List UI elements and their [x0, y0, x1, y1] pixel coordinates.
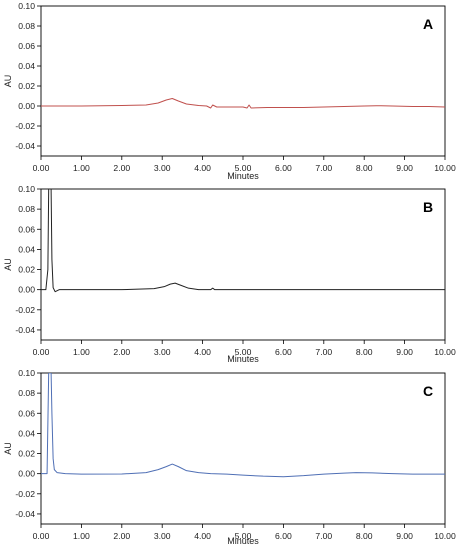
chart-panel-a: -0.04 -0.02 0.00 0.02 0.04 0.06 0.08 0.10 0.00 1…	[3, 1, 456, 181]
x-axis-title: Minutes	[227, 354, 259, 364]
x-tick-label: 3.00	[154, 347, 171, 357]
y-tick-label: 0.02	[18, 81, 35, 91]
y-tick-label: -0.02	[15, 121, 35, 131]
x-tick-label: 0.00	[33, 163, 50, 173]
y-axis: -0.04 -0.02 0.00 0.02 0.04 0.06 0.08 0.10	[15, 368, 41, 519]
y-tick-label: 0.06	[18, 408, 35, 418]
chart-panel-b: -0.04 -0.02 0.00 0.02 0.04 0.06 0.08 0.10 0.00 1…	[3, 184, 456, 364]
plot-frame	[40, 372, 446, 525]
chart-panel-c: -0.04 -0.02 0.00 0.02 0.04 0.06 0.08 0.10 0.00 1…	[3, 368, 456, 546]
x-tick-label: 6.00	[275, 531, 292, 541]
panel-label: C	[423, 383, 433, 399]
x-tick-label: 3.00	[154, 163, 171, 173]
x-tick-label: 10.00	[434, 531, 456, 541]
plot-frame	[40, 5, 446, 157]
y-axis: -0.04 -0.02 0.00 0.02 0.04 0.06 0.08 0.10	[15, 184, 41, 335]
x-tick-label: 1.00	[73, 163, 90, 173]
plot-frame	[40, 188, 446, 341]
x-tick-label: 1.00	[73, 347, 90, 357]
y-tick-label: 0.02	[18, 265, 35, 275]
y-tick-label: 0.06	[18, 224, 35, 234]
x-tick-label: 5.00	[235, 163, 252, 173]
y-axis: -0.04 -0.02 0.00 0.02 0.04 0.06 0.08 0.10	[15, 1, 41, 151]
x-tick-label: 9.00	[396, 531, 413, 541]
x-tick-label: 2.00	[113, 531, 130, 541]
y-tick-label: -0.04	[15, 325, 35, 335]
x-tick-label: 1.00	[73, 531, 90, 541]
x-axis: 0.00 1.00 2.00 3.00 4.00 5.00 6.00 7.00 8.00 9.00…	[33, 156, 456, 173]
x-tick-label: 4.00	[194, 347, 211, 357]
x-tick-label: 0.00	[33, 347, 50, 357]
y-tick-label: 0.04	[18, 244, 35, 254]
y-tick-label: 0.00	[18, 469, 35, 479]
x-tick-label: 8.00	[356, 347, 373, 357]
y-tick-label: 0.06	[18, 41, 35, 51]
x-tick-label: 2.00	[113, 347, 130, 357]
chromatogram-trace	[41, 98, 445, 109]
x-axis-title: Minutes	[227, 171, 259, 181]
x-tick-label: 9.00	[396, 347, 413, 357]
y-tick-label: 0.04	[18, 61, 35, 71]
x-tick-label: 7.00	[315, 347, 332, 357]
x-tick-label: 5.00	[235, 531, 252, 541]
x-tick-label: 3.00	[154, 531, 171, 541]
x-tick-label: 0.00	[33, 531, 50, 541]
x-axis: 0.00 1.00 2.00 3.00 4.00 5.00 6.00 7.00 8.00 9.00…	[33, 340, 456, 357]
x-tick-label: 9.00	[396, 163, 413, 173]
x-tick-label: 8.00	[356, 163, 373, 173]
y-tick-label: 0.02	[18, 449, 35, 459]
x-tick-label: 10.00	[434, 163, 456, 173]
y-tick-label: 0.08	[18, 21, 35, 31]
chromatogram-trace	[41, 189, 445, 293]
x-tick-label: 5.00	[235, 347, 252, 357]
y-axis-title: AU	[3, 75, 13, 88]
y-axis-title: AU	[3, 258, 13, 271]
x-axis: 0.00 1.00 2.00 3.00 4.00 5.00 6.00 7.00 8.00 9.00…	[33, 524, 456, 541]
y-tick-label: -0.02	[15, 489, 35, 499]
y-tick-label: 0.08	[18, 388, 35, 398]
y-tick-label: 0.00	[18, 101, 35, 111]
y-tick-label: 0.10	[18, 368, 35, 378]
x-axis-title: Minutes	[227, 536, 259, 546]
x-tick-label: 2.00	[113, 163, 130, 173]
y-axis-title: AU	[3, 442, 13, 455]
y-tick-label: -0.04	[15, 141, 35, 151]
x-tick-label: 4.00	[194, 163, 211, 173]
y-tick-label: 0.10	[18, 184, 35, 194]
chromatogram-trace	[41, 373, 445, 478]
x-tick-label: 7.00	[315, 163, 332, 173]
y-tick-label: 0.08	[18, 204, 35, 214]
y-tick-label: 0.00	[18, 285, 35, 295]
y-tick-label: -0.04	[15, 509, 35, 519]
y-tick-label: 0.04	[18, 428, 35, 438]
y-tick-label: 0.10	[18, 1, 35, 11]
x-tick-label: 6.00	[275, 347, 292, 357]
y-tick-label: -0.02	[15, 305, 35, 315]
x-tick-label: 6.00	[275, 163, 292, 173]
x-tick-label: 4.00	[194, 531, 211, 541]
x-tick-label: 7.00	[315, 531, 332, 541]
x-tick-label: 10.00	[434, 347, 456, 357]
panel-label: B	[423, 199, 433, 215]
x-tick-label: 8.00	[356, 531, 373, 541]
panel-label: A	[423, 16, 433, 32]
